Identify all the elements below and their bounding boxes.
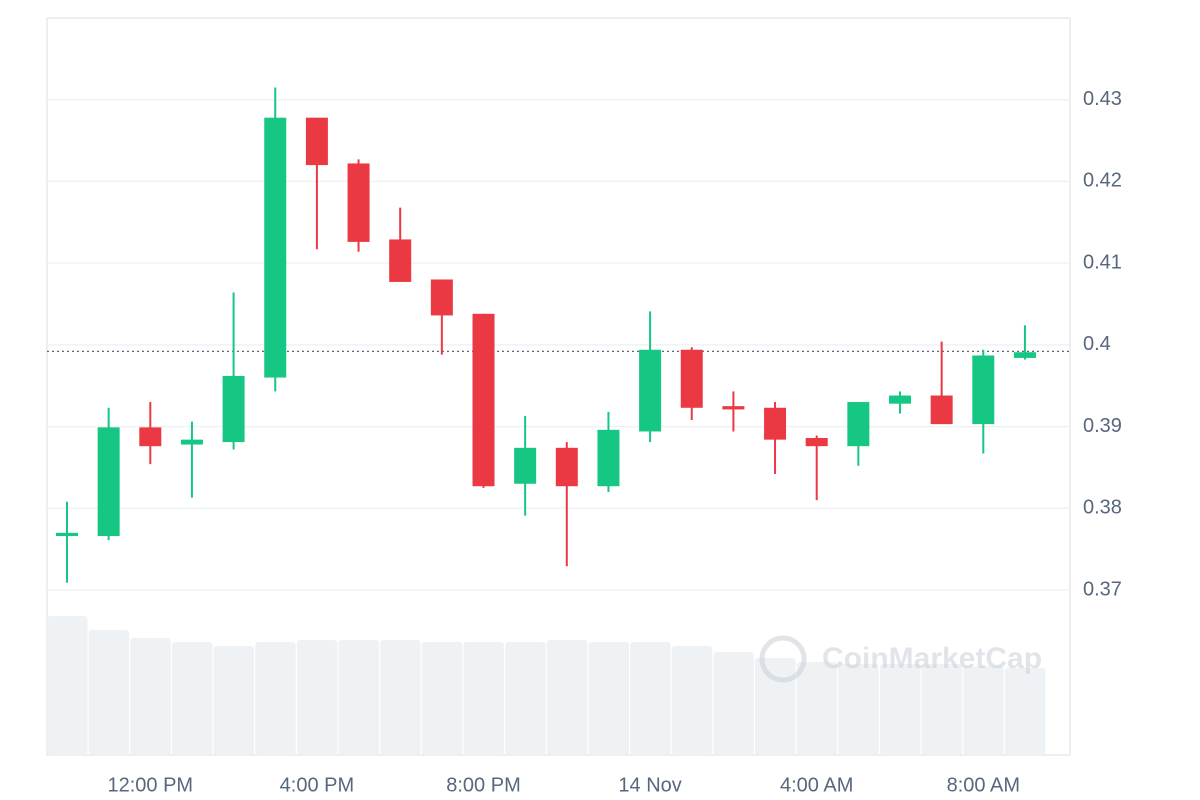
- candle-body: [264, 117, 287, 378]
- candle-body: [764, 407, 787, 440]
- candle: [972, 349, 995, 454]
- volume-bar: [130, 638, 171, 755]
- candle-body: [139, 427, 162, 447]
- candle: [930, 341, 953, 425]
- volume-bar: [713, 652, 754, 755]
- volume-bar: [671, 646, 713, 755]
- candle-body: [305, 117, 328, 166]
- candle-body: [722, 406, 745, 410]
- candle: [722, 391, 745, 432]
- candle: [597, 411, 620, 492]
- volume-bar: [296, 640, 338, 755]
- volume-bar: [380, 640, 421, 755]
- volume-bar: [796, 662, 838, 755]
- y-tick-label: 0.37: [1083, 578, 1122, 600]
- candle-body: [680, 349, 703, 408]
- candle-body: [1013, 352, 1036, 358]
- volume-bar: [213, 646, 255, 755]
- candle: [389, 207, 412, 282]
- volume-bar: [838, 664, 879, 755]
- candle: [97, 407, 120, 541]
- x-tick-label: 4:00 AM: [780, 774, 853, 796]
- candle-body: [514, 447, 537, 484]
- x-tick-label: 4:00 PM: [280, 774, 354, 796]
- volume-bar: [921, 664, 963, 755]
- candle: [139, 402, 162, 465]
- watermark: CoinMarketCap: [759, 635, 1042, 683]
- candle: [555, 442, 578, 567]
- x-tick-label: 12:00 PM: [107, 774, 193, 796]
- candle-body: [347, 163, 370, 242]
- volume-bar: [47, 616, 88, 755]
- candle-body: [930, 395, 953, 425]
- candle-body: [805, 438, 828, 447]
- y-tick-label: 0.41: [1083, 251, 1122, 273]
- candle: [347, 159, 370, 252]
- candle-body: [56, 532, 78, 537]
- candle-body: [597, 429, 620, 487]
- candle: [56, 501, 78, 583]
- volume-bar: [755, 658, 796, 755]
- candle-body: [180, 439, 203, 445]
- candle: [764, 402, 787, 474]
- y-tick-label: 0.42: [1083, 170, 1122, 192]
- candle: [639, 311, 662, 443]
- y-tick-label: 0.39: [1083, 415, 1122, 437]
- candle: [1013, 325, 1036, 360]
- candle-body: [472, 313, 495, 487]
- candle: [305, 117, 328, 250]
- candle-body: [430, 279, 453, 316]
- x-tick-label: 14 Nov: [618, 774, 681, 796]
- candle: [430, 279, 453, 355]
- candle-body: [389, 239, 412, 282]
- volume-bar: [880, 664, 921, 755]
- candle: [264, 87, 287, 392]
- candle: [680, 347, 703, 421]
- candle: [847, 402, 870, 466]
- y-tick-label: 0.4: [1083, 333, 1111, 355]
- volume-bar: [588, 642, 629, 755]
- volume-bar: [505, 642, 546, 755]
- volume-bar: [171, 642, 213, 755]
- candle: [805, 435, 828, 501]
- candle-body: [972, 355, 995, 425]
- watermark-text: CoinMarketCap: [822, 642, 1042, 675]
- candle: [222, 292, 245, 450]
- candle-body: [555, 447, 578, 487]
- candle-body: [639, 349, 662, 432]
- volume-bar: [88, 630, 130, 755]
- volume-bar: [338, 640, 380, 755]
- candle: [889, 391, 911, 414]
- volume-bar: [1004, 668, 1046, 755]
- x-tick-label: 8:00 AM: [947, 774, 1020, 796]
- volume-bar: [963, 666, 1004, 755]
- candle-body: [97, 427, 120, 537]
- volume-bar: [421, 642, 463, 755]
- volume-bar: [546, 640, 588, 755]
- candle: [472, 313, 495, 488]
- candle: [514, 415, 537, 516]
- candle-body: [847, 402, 870, 447]
- x-tick-label: 8:00 PM: [446, 774, 520, 796]
- candle-body: [222, 375, 245, 443]
- y-tick-label: 0.43: [1083, 88, 1122, 110]
- candle-body: [889, 395, 911, 404]
- volume-bar: [630, 642, 671, 755]
- watermark-logo: [759, 635, 807, 683]
- volume-bar: [463, 642, 504, 755]
- candle: [180, 421, 203, 498]
- y-tick-label: 0.38: [1083, 497, 1122, 519]
- volume-bar: [255, 642, 296, 755]
